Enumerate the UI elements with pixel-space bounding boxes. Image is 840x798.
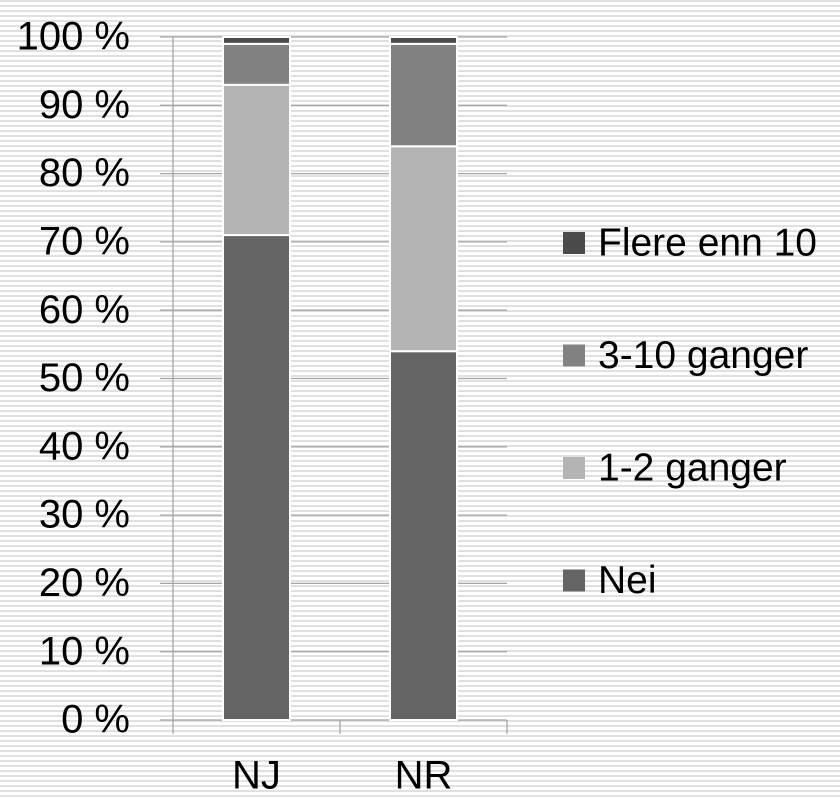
legend-swatch — [563, 569, 585, 592]
y-tick-label: 80 % — [39, 151, 130, 195]
y-tick-label: 10 % — [39, 629, 130, 673]
bar-segment — [222, 36, 291, 45]
y-tick-label: 100 % — [17, 15, 130, 59]
legend-swatch — [563, 232, 585, 254]
legend-label: Nei — [598, 559, 657, 602]
y-tick-label: 20 % — [39, 561, 130, 605]
bar-segment — [389, 145, 458, 353]
y-tick-label: 70 % — [39, 219, 130, 263]
bar-segment — [222, 234, 291, 721]
bar-segment — [222, 83, 291, 237]
y-tick-label: 0 % — [61, 698, 130, 742]
y-tick-label: 40 % — [39, 424, 130, 468]
bar-segment — [222, 42, 291, 86]
y-tick-label: 50 % — [39, 356, 130, 400]
y-tick-label: 30 % — [39, 493, 130, 537]
legend-label: Flere enn 10 — [598, 221, 817, 264]
bar-segment — [389, 36, 458, 45]
legend-swatch — [563, 457, 585, 479]
y-tick-label: 90 % — [39, 83, 130, 127]
legend-label: 1-2 ganger — [598, 446, 787, 489]
bar-segment — [389, 42, 458, 148]
legend-swatch — [563, 344, 585, 367]
x-tick-label: NR — [395, 754, 453, 798]
bar-segment — [389, 350, 458, 721]
y-tick-label: 60 % — [39, 288, 130, 332]
x-tick-label: NJ — [232, 754, 281, 798]
legend-label: 3-10 ganger — [598, 334, 808, 377]
